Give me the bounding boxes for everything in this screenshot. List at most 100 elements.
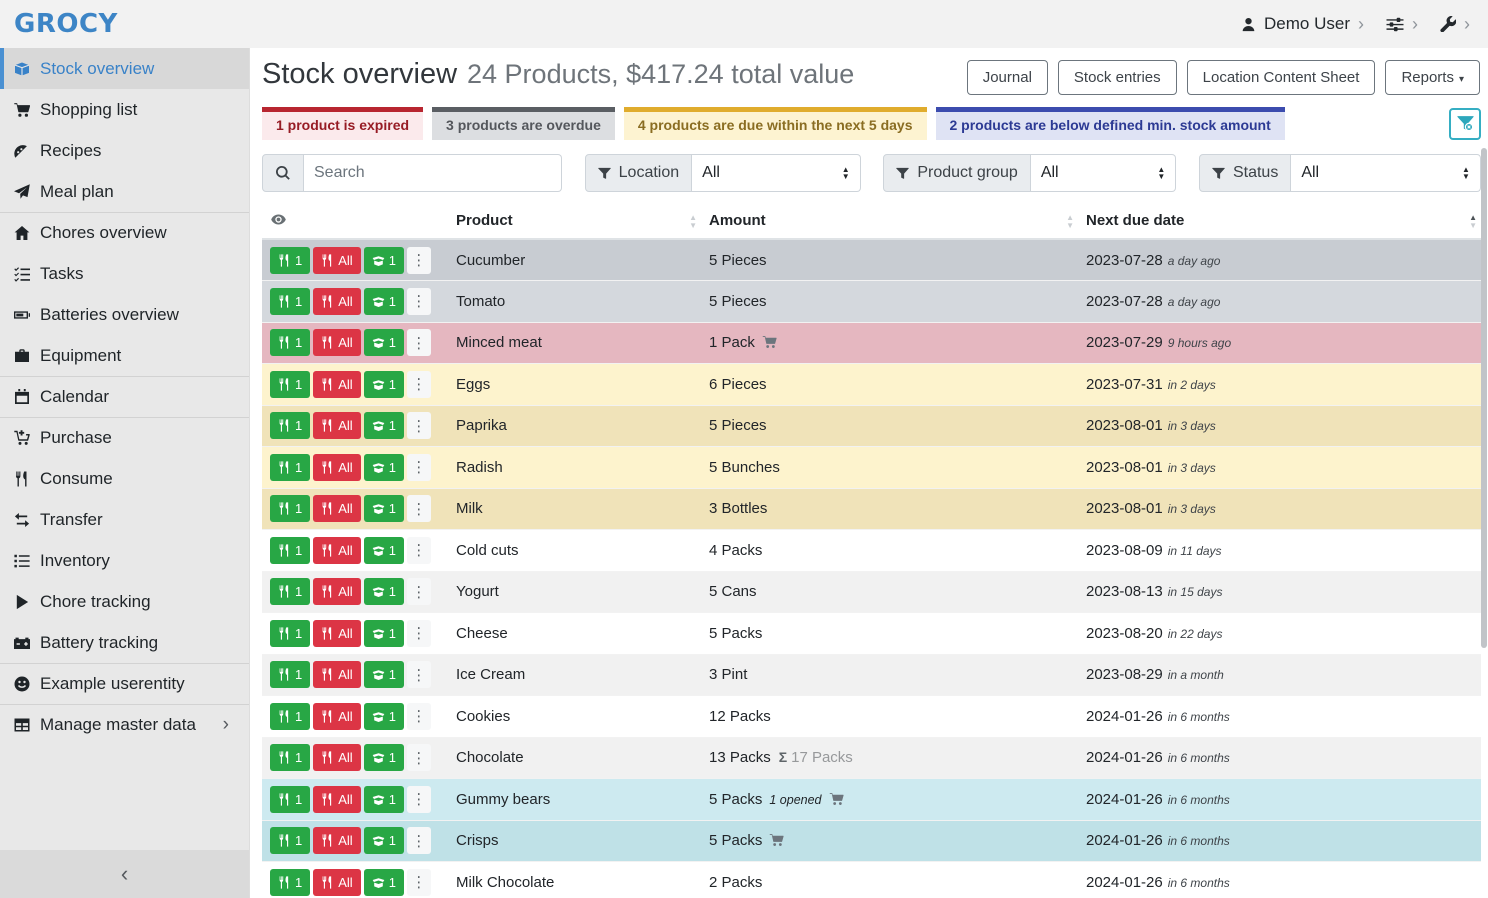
row-menu-button[interactable]: ⋮ — [406, 661, 431, 689]
consume-one-button[interactable]: 1 — [270, 868, 311, 896]
sidebar-item-manage-master-data[interactable]: Manage master data › — [0, 704, 249, 745]
consume-all-button[interactable]: All — [313, 412, 361, 440]
table-row[interactable]: 1 All 1 ⋮ Gummy bears 5 Packs 1 opened — [262, 778, 1481, 821]
table-row[interactable]: 1 All 1 ⋮ Milk Chocolate 2 Packs — [262, 861, 1481, 898]
consume-one-button[interactable]: 1 — [270, 412, 311, 440]
row-menu-button[interactable]: ⋮ — [406, 744, 431, 772]
consume-all-button[interactable]: All — [313, 785, 361, 813]
consume-all-button[interactable]: All — [313, 661, 361, 689]
consume-all-button[interactable]: All — [313, 868, 361, 896]
consume-all-button[interactable]: All — [313, 287, 361, 315]
sidebar-item-equipment[interactable]: Equipment — [0, 335, 249, 376]
open-one-button[interactable]: 1 — [363, 702, 404, 730]
table-row[interactable]: 1 All 1 ⋮ Minced meat 1 Pack 2 — [262, 322, 1481, 364]
consume-all-button[interactable]: All — [313, 453, 361, 481]
table-row[interactable]: 1 All 1 ⋮ Milk 3 Bottles 2023- — [262, 488, 1481, 530]
table-row[interactable]: 1 All 1 ⋮ Crisps 5 Packs 2024- — [262, 820, 1481, 862]
row-menu-button[interactable]: ⋮ — [406, 329, 431, 357]
row-menu-button[interactable]: ⋮ — [406, 246, 431, 274]
vertical-scrollbar[interactable] — [1481, 148, 1487, 648]
open-one-button[interactable]: 1 — [363, 453, 404, 481]
consume-one-button[interactable]: 1 — [270, 578, 311, 606]
open-one-button[interactable]: 1 — [363, 287, 404, 315]
table-row[interactable]: 1 All 1 ⋮ Radish 5 Bunches 202 — [262, 446, 1481, 489]
column-header-next-due-date[interactable]: Next due date ▲ ▼ — [1078, 206, 1481, 240]
open-one-button[interactable]: 1 — [363, 370, 404, 398]
sidebar-item-transfer[interactable]: Transfer — [0, 499, 249, 540]
sidebar-item-example-userentity[interactable]: Example userentity — [0, 663, 249, 704]
sidebar-item-inventory[interactable]: Inventory — [0, 540, 249, 581]
open-one-button[interactable]: 1 — [363, 827, 404, 855]
consume-all-button[interactable]: All — [313, 827, 361, 855]
journal-button[interactable]: Journal — [966, 60, 1048, 95]
banner-overdue[interactable]: 3 products are overdue — [432, 107, 615, 140]
banner-due-soon[interactable]: 4 products are due within the next 5 day… — [623, 107, 927, 140]
consume-one-button[interactable]: 1 — [270, 661, 311, 689]
row-menu-button[interactable]: ⋮ — [406, 536, 431, 564]
consume-one-button[interactable]: 1 — [270, 702, 311, 730]
sidebar-item-consume[interactable]: Consume — [0, 458, 249, 499]
grocy-logo[interactable]: GROCY — [14, 9, 118, 39]
row-menu-button[interactable]: ⋮ — [406, 578, 431, 606]
consume-all-button[interactable]: All — [313, 370, 361, 398]
sidebar-item-chores-overview[interactable]: Chores overview — [0, 212, 249, 253]
open-one-button[interactable]: 1 — [363, 412, 404, 440]
column-header-product[interactable]: Product ▲ ▼ — [448, 206, 701, 240]
table-row[interactable]: 1 All 1 ⋮ Ice Cream 3 Pint 202 — [262, 654, 1481, 696]
table-row[interactable]: 1 All 1 ⋮ Paprika 5 Pieces 202 — [262, 405, 1481, 447]
consume-one-button[interactable]: 1 — [270, 287, 311, 315]
banner-expired[interactable]: 1 product is expired — [262, 107, 424, 140]
banner-below-min[interactable]: 2 products are below defined min. stock … — [935, 107, 1285, 140]
row-menu-button[interactable]: ⋮ — [406, 453, 431, 481]
row-menu-button[interactable]: ⋮ — [406, 702, 431, 730]
consume-all-button[interactable]: All — [313, 495, 361, 523]
consume-one-button[interactable]: 1 — [270, 246, 311, 274]
consume-all-button[interactable]: All — [313, 536, 361, 564]
consume-all-button[interactable]: All — [313, 246, 361, 274]
open-one-button[interactable]: 1 — [363, 536, 404, 564]
open-one-button[interactable]: 1 — [363, 868, 404, 896]
sidebar-collapse-button[interactable]: ‹ — [0, 850, 249, 898]
table-row[interactable]: 1 All 1 ⋮ Cucumber 5 Pieces 20 — [262, 239, 1481, 281]
location-content-sheet-button[interactable]: Location Content Sheet — [1186, 60, 1376, 95]
consume-one-button[interactable]: 1 — [270, 329, 311, 357]
consume-all-button[interactable]: All — [313, 702, 361, 730]
table-row[interactable]: 1 All 1 ⋮ Tomato 5 Pieces 2023 — [262, 280, 1481, 323]
row-menu-button[interactable]: ⋮ — [406, 868, 431, 896]
table-row[interactable]: 1 All 1 ⋮ Cookies 12 Packs 202 — [262, 695, 1481, 738]
consume-all-button[interactable]: All — [313, 578, 361, 606]
sidebar-item-calendar[interactable]: Calendar — [0, 376, 249, 417]
consume-one-button[interactable]: 1 — [270, 370, 311, 398]
consume-one-button[interactable]: 1 — [270, 453, 311, 481]
row-menu-button[interactable]: ⋮ — [406, 495, 431, 523]
row-menu-button[interactable]: ⋮ — [406, 370, 431, 398]
location-select[interactable]: All ▲ ▼ — [692, 154, 861, 192]
consume-one-button[interactable]: 1 — [270, 785, 311, 813]
open-one-button[interactable]: 1 — [363, 578, 404, 606]
column-visibility-header[interactable] — [262, 206, 448, 240]
settings-menu[interactable]: › — [1386, 14, 1418, 35]
sidebar-item-recipes[interactable]: Recipes — [0, 130, 249, 171]
consume-all-button[interactable]: All — [313, 619, 361, 647]
open-one-button[interactable]: 1 — [363, 744, 404, 772]
sidebar-item-tasks[interactable]: Tasks — [0, 253, 249, 294]
status-select[interactable]: All ▲ ▼ — [1291, 154, 1481, 192]
consume-one-button[interactable]: 1 — [270, 827, 311, 855]
sidebar-item-stock-overview[interactable]: Stock overview — [0, 48, 249, 89]
user-menu[interactable]: Demo User › — [1241, 14, 1364, 35]
open-one-button[interactable]: 1 — [363, 619, 404, 647]
row-menu-button[interactable]: ⋮ — [406, 412, 431, 440]
sidebar-item-meal-plan[interactable]: Meal plan — [0, 171, 249, 212]
consume-all-button[interactable]: All — [313, 744, 361, 772]
open-one-button[interactable]: 1 — [363, 785, 404, 813]
consume-one-button[interactable]: 1 — [270, 536, 311, 564]
row-menu-button[interactable]: ⋮ — [406, 785, 431, 813]
table-row[interactable]: 1 All 1 ⋮ Chocolate 13 Packs Σ 17 Packs — [262, 737, 1481, 779]
consume-all-button[interactable]: All — [313, 329, 361, 357]
row-menu-button[interactable]: ⋮ — [406, 619, 431, 647]
consume-one-button[interactable]: 1 — [270, 619, 311, 647]
table-row[interactable]: 1 All 1 ⋮ Cold cuts 4 Packs 20 — [262, 529, 1481, 572]
consume-one-button[interactable]: 1 — [270, 744, 311, 772]
row-menu-button[interactable]: ⋮ — [406, 287, 431, 315]
sidebar-item-batteries-overview[interactable]: Batteries overview — [0, 294, 249, 335]
